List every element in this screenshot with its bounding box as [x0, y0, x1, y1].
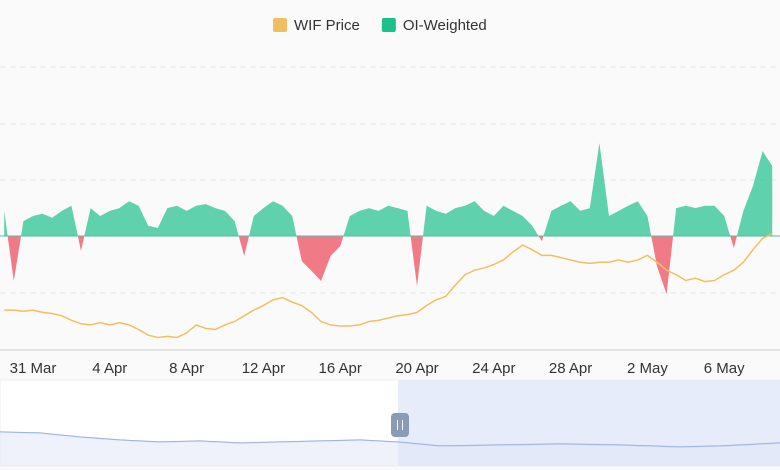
x-tick-label: 16 Apr: [319, 360, 362, 377]
grid: [0, 66, 780, 294]
positive-area: [4, 143, 773, 236]
x-tick-label: 31 Mar: [10, 360, 57, 377]
x-tick-label: 4 Apr: [92, 360, 127, 377]
x-tick-label: 8 Apr: [169, 360, 204, 377]
slider-overview-area: [0, 432, 780, 466]
plot: 31 Mar 4 Apr 8 Apr 12 Apr 16 Apr 20 Apr 24 Apr…: [0, 143, 780, 377]
negative-area: [4, 236, 773, 295]
slider-handle[interactable]: [391, 413, 409, 437]
x-tick-label: 24 Apr: [472, 360, 515, 377]
x-tick-label: 28 Apr: [549, 360, 592, 377]
x-tick-label: 6 May: [704, 360, 745, 377]
x-tick-label: 20 Apr: [395, 360, 438, 377]
legend-label[interactable]: OI-Weighted: [403, 17, 487, 34]
legend-label[interactable]: WIF Price: [294, 17, 360, 34]
price-line: [4, 233, 773, 339]
legend-swatch[interactable]: [381, 18, 396, 32]
x-tick-label: 12 Apr: [242, 360, 285, 377]
legend[interactable]: WIF Price OI-Weighted: [273, 17, 487, 34]
zoom-slider: [0, 379, 780, 467]
legend-swatch[interactable]: [273, 18, 287, 32]
x-tick-label: 2 May: [627, 360, 668, 377]
